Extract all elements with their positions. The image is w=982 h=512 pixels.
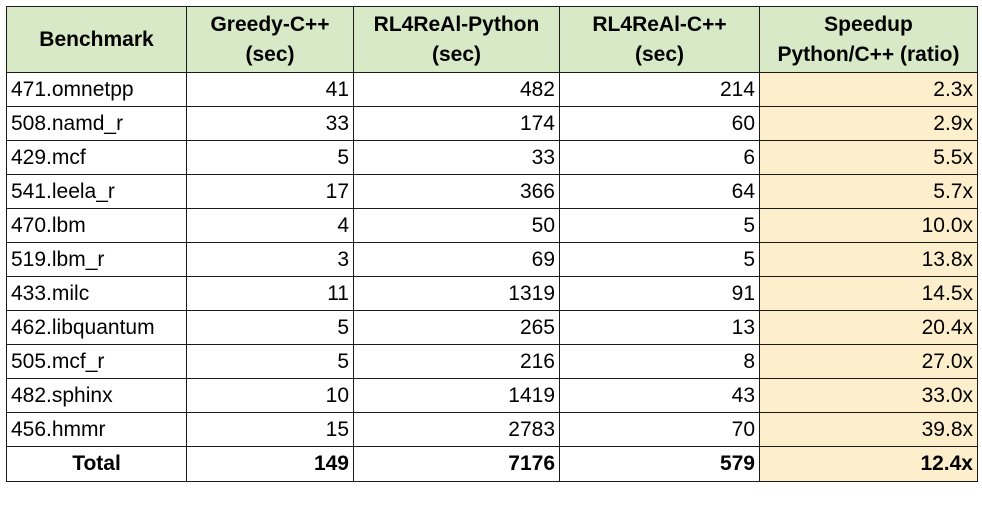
- cell-benchmark: 519.lbm_r: [6, 242, 187, 277]
- cell-speedup: 10.0x: [759, 208, 978, 243]
- cell-greedy-cpp: 4: [186, 208, 354, 243]
- cell-speedup: 20.4x: [759, 310, 978, 345]
- table-row: 519.lbm_r 3 69 5 13.8x: [6, 242, 978, 277]
- cell-rl4real-python: 482: [353, 72, 560, 107]
- cell-rl4real-python: 2783: [353, 412, 560, 447]
- table-row: 470.lbm 4 50 5 10.0x: [6, 208, 978, 243]
- cell-rl4real-cpp: 60: [559, 106, 760, 141]
- cell-benchmark: 505.mcf_r: [6, 344, 187, 379]
- total-greedy-cpp: 149: [186, 446, 354, 482]
- cell-rl4real-cpp: 64: [559, 174, 760, 209]
- cell-rl4real-cpp: 214: [559, 72, 760, 107]
- total-rl4real-python: 7176: [353, 446, 560, 482]
- table-footer: Total 149 7176 579 12.4x: [6, 446, 978, 482]
- table-row: 471.omnetpp 41 482 214 2.3x: [6, 72, 978, 107]
- cell-greedy-cpp: 33: [186, 106, 354, 141]
- cell-rl4real-cpp: 6: [559, 140, 760, 175]
- table-row: 541.leela_r 17 366 64 5.7x: [6, 174, 978, 209]
- benchmark-table: Benchmark Greedy-C++ (sec) RL4ReAl-Pytho…: [6, 6, 978, 482]
- cell-speedup: 2.9x: [759, 106, 978, 141]
- table-row: 429.mcf 5 33 6 5.5x: [6, 140, 978, 175]
- total-label: Total: [6, 446, 187, 482]
- cell-greedy-cpp: 10: [186, 378, 354, 413]
- cell-rl4real-python: 366: [353, 174, 560, 209]
- header-speedup: Speedup Python/C++ (ratio): [759, 6, 978, 73]
- table-body: 471.omnetpp 41 482 214 2.3x 508.namd_r 33 174 60…: [6, 72, 978, 447]
- table-row: 433.milc 11 1319 91 14.5x: [6, 276, 978, 311]
- cell-rl4real-cpp: 91: [559, 276, 760, 311]
- cell-rl4real-python: 265: [353, 310, 560, 345]
- cell-benchmark: 482.sphinx: [6, 378, 187, 413]
- cell-benchmark: 470.lbm: [6, 208, 187, 243]
- header-benchmark: Benchmark: [6, 6, 187, 73]
- cell-speedup: 13.8x: [759, 242, 978, 277]
- cell-greedy-cpp: 11: [186, 276, 354, 311]
- cell-rl4real-python: 1319: [353, 276, 560, 311]
- table-header: Benchmark Greedy-C++ (sec) RL4ReAl-Pytho…: [6, 6, 978, 73]
- cell-greedy-cpp: 15: [186, 412, 354, 447]
- cell-benchmark: 433.milc: [6, 276, 187, 311]
- header-greedy-cpp: Greedy-C++ (sec): [186, 6, 354, 73]
- cell-benchmark: 429.mcf: [6, 140, 187, 175]
- cell-greedy-cpp: 5: [186, 140, 354, 175]
- cell-greedy-cpp: 3: [186, 242, 354, 277]
- cell-rl4real-python: 50: [353, 208, 560, 243]
- cell-speedup: 27.0x: [759, 344, 978, 379]
- table-row: 482.sphinx 10 1419 43 33.0x: [6, 378, 978, 413]
- table-row: 456.hmmr 15 2783 70 39.8x: [6, 412, 978, 447]
- cell-rl4real-python: 69: [353, 242, 560, 277]
- cell-speedup: 5.7x: [759, 174, 978, 209]
- cell-rl4real-python: 174: [353, 106, 560, 141]
- total-speedup: 12.4x: [759, 446, 978, 482]
- header-rl4real-python: RL4ReAl-Python (sec): [353, 6, 560, 73]
- cell-rl4real-cpp: 43: [559, 378, 760, 413]
- cell-rl4real-python: 33: [353, 140, 560, 175]
- cell-speedup: 14.5x: [759, 276, 978, 311]
- cell-speedup: 2.3x: [759, 72, 978, 107]
- cell-benchmark: 541.leela_r: [6, 174, 187, 209]
- header-row: Benchmark Greedy-C++ (sec) RL4ReAl-Pytho…: [6, 6, 978, 73]
- cell-benchmark: 471.omnetpp: [6, 72, 187, 107]
- cell-benchmark: 508.namd_r: [6, 106, 187, 141]
- cell-rl4real-python: 1419: [353, 378, 560, 413]
- cell-greedy-cpp: 5: [186, 344, 354, 379]
- cell-rl4real-cpp: 5: [559, 208, 760, 243]
- cell-greedy-cpp: 41: [186, 72, 354, 107]
- cell-rl4real-cpp: 8: [559, 344, 760, 379]
- table-row: 508.namd_r 33 174 60 2.9x: [6, 106, 978, 141]
- cell-benchmark: 456.hmmr: [6, 412, 187, 447]
- cell-benchmark: 462.libquantum: [6, 310, 187, 345]
- cell-speedup: 5.5x: [759, 140, 978, 175]
- total-rl4real-cpp: 579: [559, 446, 760, 482]
- cell-speedup: 39.8x: [759, 412, 978, 447]
- total-row: Total 149 7176 579 12.4x: [6, 446, 978, 482]
- table-row: 505.mcf_r 5 216 8 27.0x: [6, 344, 978, 379]
- cell-greedy-cpp: 17: [186, 174, 354, 209]
- cell-rl4real-cpp: 70: [559, 412, 760, 447]
- cell-speedup: 33.0x: [759, 378, 978, 413]
- cell-rl4real-python: 216: [353, 344, 560, 379]
- table-row: 462.libquantum 5 265 13 20.4x: [6, 310, 978, 345]
- header-rl4real-cpp: RL4ReAl-C++ (sec): [559, 6, 760, 73]
- cell-rl4real-cpp: 5: [559, 242, 760, 277]
- cell-rl4real-cpp: 13: [559, 310, 760, 345]
- cell-greedy-cpp: 5: [186, 310, 354, 345]
